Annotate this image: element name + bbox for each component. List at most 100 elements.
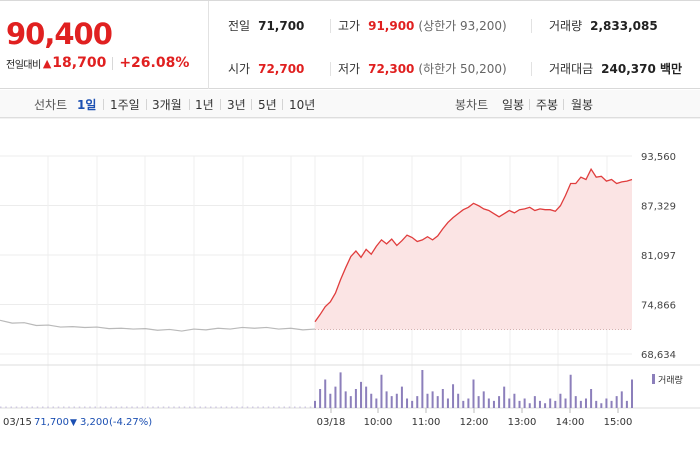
prev-change-value: 3,200: [80, 417, 109, 428]
volume-bar: [283, 406, 285, 408]
volume-bar: [457, 393, 460, 408]
volume-bar: [544, 403, 547, 408]
x-tick-label: 10:00: [364, 417, 393, 428]
prev-close-value: 71,700: [34, 417, 69, 428]
x-tick-label: 14:00: [556, 417, 585, 428]
period-10y-button[interactable]: 10년: [289, 98, 316, 112]
volume-bar: [421, 370, 424, 408]
volume-bar: [10, 406, 12, 408]
volume-bar: [278, 406, 280, 408]
volume-bar: [36, 406, 39, 408]
volume-legend-label: 거래량: [658, 374, 683, 386]
daily-candle-button[interactable]: 일봉: [502, 98, 525, 112]
volume-bar: [99, 406, 102, 408]
volume-bar: [354, 389, 357, 408]
volume-bar: [47, 406, 49, 408]
volume-bar: [252, 406, 254, 408]
stat-value: 72,300: [368, 62, 415, 76]
volume-bar: [538, 400, 541, 408]
volume-bar: [400, 386, 403, 408]
volume-bar: [168, 406, 170, 408]
period-1y-button[interactable]: 1년: [195, 98, 214, 112]
volume-bar: [304, 406, 306, 408]
change-label: 전일대비: [6, 59, 41, 71]
volume-bar: [199, 406, 201, 408]
stat-value: 72,700: [258, 62, 305, 76]
volume-bar: [549, 398, 552, 408]
stat-label: 고가: [338, 19, 361, 33]
y-tick-label: 68,634: [641, 350, 676, 361]
volume-bar: [52, 406, 54, 408]
volume-bar: [178, 406, 180, 408]
volume-bar: [513, 393, 516, 408]
line-chart-label: 선차트: [34, 98, 68, 112]
volume-bar: [492, 400, 495, 408]
price-chart-svg: 93,560 87,329 81,097 74,866 68,634 03/18 10:0…: [0, 117, 700, 428]
stat-label: 전일: [228, 19, 251, 33]
stat-prev-close: 전일 71,700: [228, 17, 304, 34]
volume-bar: [339, 372, 342, 408]
period-1w-button[interactable]: 1주일: [110, 98, 140, 112]
volume-bar: [508, 398, 511, 408]
monthly-candle-button[interactable]: 월봉: [571, 98, 594, 112]
volume-bar: [462, 400, 465, 408]
volume-bar: [194, 406, 196, 408]
volume-bar: [380, 374, 383, 408]
prev-day-price-line: [0, 319, 316, 332]
x-tick-label: 03/18: [317, 417, 346, 428]
divider: [330, 62, 331, 76]
x-axis-ticks: 03/18 10:00 11:00 12:00 13:00 14:00 15:00: [317, 408, 633, 428]
volume-bar: [89, 406, 91, 408]
volume-bar: [204, 406, 207, 408]
volume-bar: [319, 389, 322, 408]
volume-bar: [436, 396, 439, 408]
volume-bar: [152, 406, 154, 408]
volume-bar: [257, 406, 259, 408]
period-3y-button[interactable]: 3년: [227, 98, 246, 112]
stat-label: 시가: [228, 62, 251, 76]
stat-open: 시가 72,700: [228, 60, 304, 77]
period-1d-button[interactable]: 1일: [77, 98, 97, 112]
intraday-price-chart[interactable]: 93,560 87,329 81,097 74,866 68,634 03/18 10:0…: [0, 117, 700, 450]
volume-bar: [370, 393, 373, 408]
volume-bar: [225, 406, 228, 408]
volume-bar: [21, 406, 23, 408]
volume-bar: [390, 396, 393, 408]
volume-bar: [472, 379, 475, 408]
volume-bar: [115, 406, 117, 408]
volume-bar: [162, 406, 165, 408]
volume-bar: [215, 406, 217, 408]
volume-bar: [344, 391, 347, 408]
volume-bar: [246, 406, 249, 408]
volume-bar: [147, 406, 149, 408]
stat-trade-value: 거래대금 240,370 백만: [549, 60, 682, 77]
divider: [251, 99, 252, 110]
change-rate: +26.08%: [119, 55, 190, 71]
change-amount: 18,700: [52, 55, 107, 71]
divider: [531, 62, 532, 76]
current-price-line: [314, 167, 633, 323]
y-tick-label: 93,560: [641, 152, 676, 163]
volume-bar: [574, 396, 577, 408]
stat-value: 91,900: [368, 19, 415, 33]
volume-bar: [26, 406, 28, 408]
volume-bar: [183, 406, 186, 408]
lower-limit: (하한가 50,200): [418, 62, 507, 76]
volume-bar: [136, 406, 138, 408]
volume-bar: [375, 398, 378, 408]
volume-bar: [416, 396, 419, 408]
volume-bar: [579, 400, 582, 408]
stat-high: 고가 91,900 (상한가 93,200): [338, 17, 507, 34]
previous-day-info: 03/15 71,700 ▼ 3,200 (-4.27%): [3, 417, 152, 428]
y-tick-label: 81,097: [641, 251, 676, 262]
stat-volume: 거래량 2,833,085: [549, 17, 658, 34]
period-3m-button[interactable]: 3개월: [152, 98, 182, 112]
period-5y-button[interactable]: 5년: [258, 98, 277, 112]
weekly-candle-button[interactable]: 주봉: [536, 98, 559, 112]
divider: [103, 99, 104, 110]
up-triangle-icon: ▲: [42, 56, 52, 70]
volume-bar: [267, 406, 270, 408]
volume-bar: [395, 393, 398, 408]
x-tick-label: 13:00: [508, 417, 537, 428]
x-tick-label: 15:00: [604, 417, 633, 428]
